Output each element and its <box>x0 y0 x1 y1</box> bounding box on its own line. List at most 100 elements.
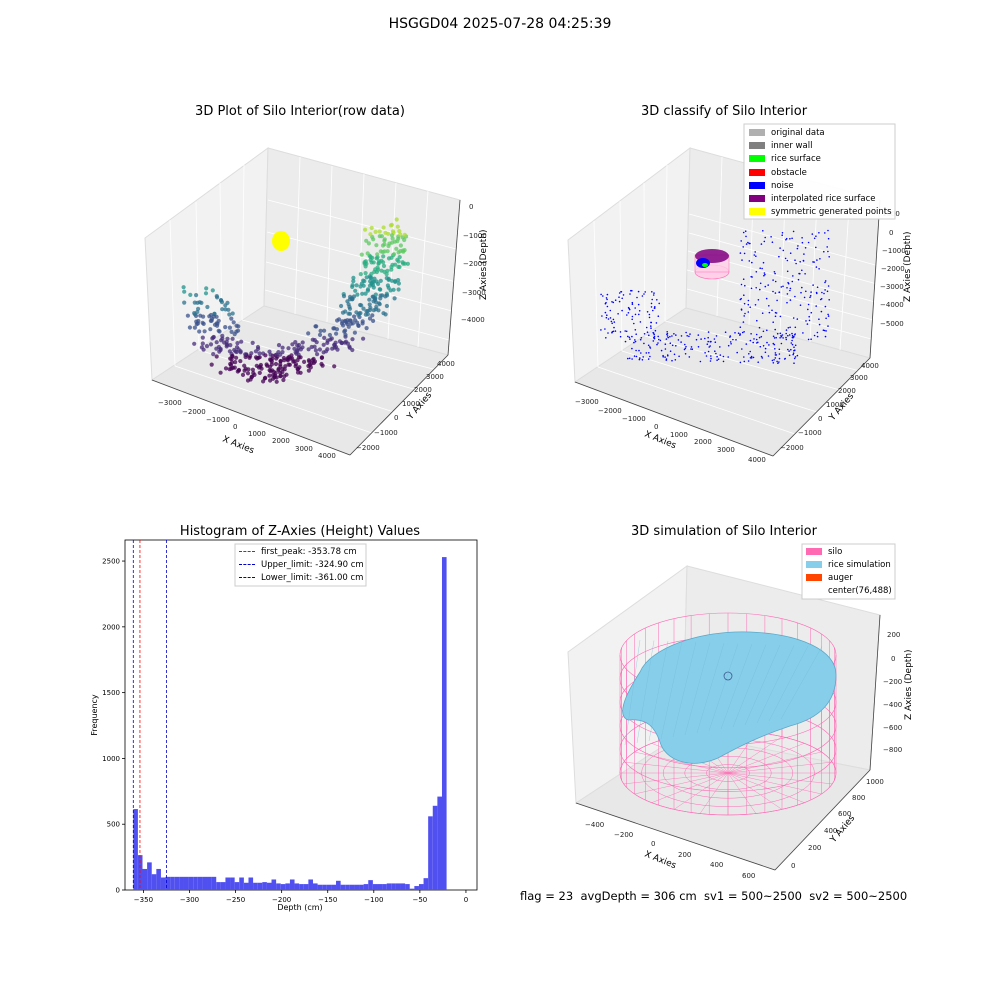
legend-swatch <box>749 208 765 216</box>
noise-point <box>740 309 743 311</box>
hist-bar <box>382 884 387 890</box>
scatter-point <box>210 336 215 341</box>
noise-point <box>647 344 650 347</box>
noise-point <box>754 251 756 253</box>
hist-bar <box>363 884 369 890</box>
noise-point <box>787 327 790 329</box>
noise-point <box>774 354 777 356</box>
panel4-silo-wireframe <box>619 612 837 816</box>
scatter-point <box>324 349 329 354</box>
scatter-point <box>332 364 337 369</box>
noise-point <box>824 232 826 234</box>
noise-point <box>827 285 830 287</box>
p1-xtick: −3000 <box>158 399 182 407</box>
silo-floor-spoke <box>699 772 729 814</box>
scatter-point <box>355 292 360 297</box>
noise-point <box>688 356 691 358</box>
noise-point <box>791 336 794 339</box>
scatter-point <box>278 352 283 357</box>
scatter-point <box>276 366 281 371</box>
noise-point <box>802 259 805 262</box>
noise-point <box>601 315 603 317</box>
scatter-point <box>389 222 394 227</box>
silo-floor-spoke <box>727 743 805 774</box>
scatter-point <box>341 294 347 299</box>
scatter-point <box>295 370 301 375</box>
noise-point <box>653 337 656 340</box>
silo-floor-spoke <box>699 732 729 774</box>
hist-bar <box>294 883 300 890</box>
noise-point <box>778 291 780 294</box>
scatter-point <box>217 349 222 354</box>
noise-point <box>684 347 687 350</box>
silo-floor-ring <box>641 739 815 807</box>
noise-point <box>791 334 794 337</box>
noise-point <box>808 319 811 322</box>
noise-point <box>657 335 659 338</box>
noise-point <box>796 247 799 250</box>
scatter-point <box>287 362 292 367</box>
scatter-point <box>274 352 279 357</box>
noise-point <box>780 286 783 288</box>
noise-point <box>801 269 803 272</box>
scatter-point <box>235 328 241 333</box>
scatter-point <box>347 297 353 302</box>
scatter-point <box>223 307 228 312</box>
scatter-point <box>369 281 374 286</box>
hist-xtick-label: −150 <box>318 896 337 904</box>
noise-point <box>764 347 767 350</box>
scatter-point <box>360 319 365 324</box>
noise-point <box>764 236 766 239</box>
scatter-point <box>296 342 302 348</box>
noise-point <box>759 267 761 270</box>
noise-point <box>621 297 623 300</box>
hist-bar <box>156 868 161 890</box>
rice-mesh-line <box>648 640 669 742</box>
p2-ztick: −1000 <box>882 247 906 255</box>
noise-point <box>749 242 751 245</box>
noise-point <box>627 335 629 338</box>
noise-point <box>827 229 829 232</box>
hist-bar <box>303 884 309 890</box>
noise-point <box>745 235 747 238</box>
scatter-point <box>236 367 242 373</box>
scatter-point <box>345 318 350 323</box>
noise-point <box>652 331 654 334</box>
noise-point <box>773 337 776 339</box>
scatter-point <box>232 332 237 337</box>
noise-point <box>618 292 621 294</box>
noise-point <box>649 346 651 348</box>
noise-point <box>707 350 710 353</box>
scatter-point <box>192 341 197 346</box>
scatter-point <box>268 369 273 374</box>
scatter-point <box>243 366 248 371</box>
noise-point <box>653 336 655 339</box>
noise-point <box>605 337 607 339</box>
legend-swatch <box>749 142 765 150</box>
silo-floor-spoke <box>727 772 805 803</box>
legend-item: auger <box>806 572 892 585</box>
scatter-point <box>219 338 224 343</box>
p2-ztick: −5000 <box>880 320 904 328</box>
noise-point <box>774 292 777 294</box>
scatter-point <box>380 243 386 248</box>
scatter-point <box>274 356 279 361</box>
noise-point <box>789 238 791 240</box>
noise-point <box>643 333 646 335</box>
scatter-point <box>269 362 274 367</box>
noise-point <box>786 301 788 304</box>
scatter-point <box>244 352 249 357</box>
scatter-point <box>198 313 203 318</box>
noise-point <box>662 354 664 357</box>
noise-point <box>743 252 746 255</box>
noise-point <box>607 318 610 320</box>
noise-point <box>600 329 602 331</box>
scatter-point <box>328 337 333 342</box>
legend-label: inner wall <box>771 141 813 152</box>
noise-point <box>747 311 750 313</box>
legend-swatch <box>749 195 765 203</box>
hist-bar <box>377 884 383 890</box>
legend-label: Lower_limit: -361.00 cm <box>261 573 364 583</box>
p2-xtick: 4000 <box>748 456 766 464</box>
scatter-point <box>369 225 374 230</box>
